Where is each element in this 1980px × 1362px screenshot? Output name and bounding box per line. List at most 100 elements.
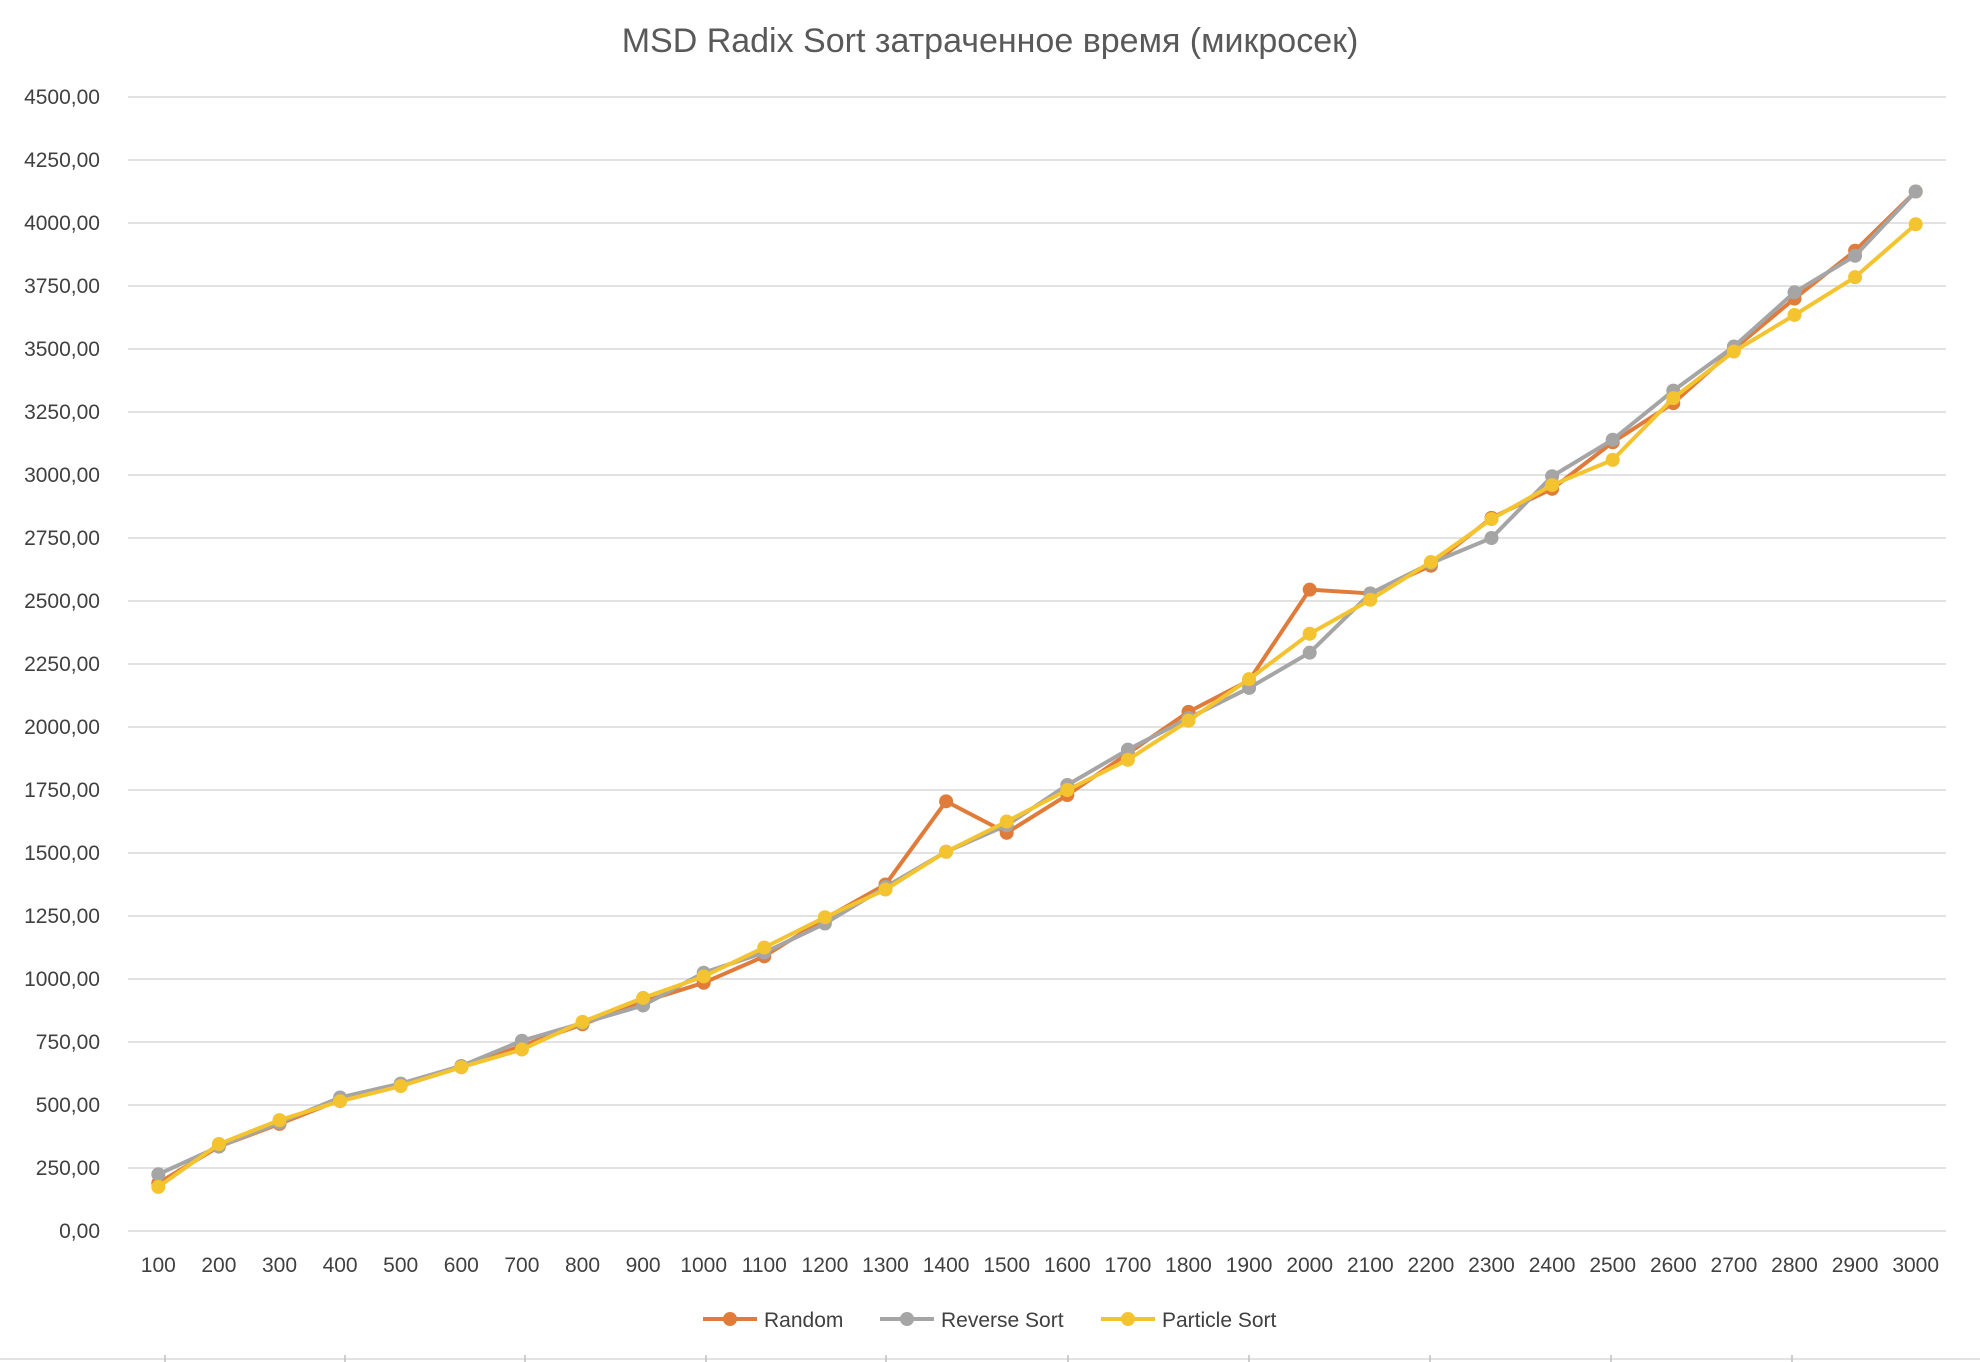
- series-0: [151, 184, 1923, 1191]
- series-1: [151, 184, 1923, 1182]
- legend-item: Reverse Sort: [880, 1309, 1064, 1332]
- data-point: [1545, 478, 1560, 493]
- series-lines: [151, 184, 1923, 1194]
- x-tick-label: 800: [565, 1254, 600, 1277]
- data-point: [1908, 184, 1923, 199]
- data-point: [1302, 582, 1317, 597]
- data-point: [333, 1094, 348, 1109]
- data-point: [1181, 713, 1196, 728]
- data-point: [757, 940, 772, 955]
- x-tick-label: 100: [141, 1254, 176, 1277]
- series-line: [156, 189, 1918, 1177]
- data-point: [1726, 344, 1741, 359]
- data-point: [1242, 672, 1257, 687]
- y-tick-label: 250,00: [36, 1157, 100, 1180]
- x-tick-label: 1400: [923, 1254, 970, 1277]
- x-tick-label: 1900: [1226, 1254, 1273, 1277]
- legend-marker: [1121, 1312, 1135, 1326]
- data-point: [1908, 217, 1923, 232]
- data-point: [1060, 783, 1075, 797]
- x-tick-label: 2300: [1468, 1254, 1515, 1277]
- x-tick-label: 1200: [802, 1254, 849, 1277]
- x-tick-label: 700: [504, 1254, 539, 1277]
- data-point: [1484, 531, 1499, 545]
- data-point: [272, 1113, 287, 1128]
- y-tick-label: 3250,00: [24, 401, 100, 424]
- x-tick-label: 1700: [1105, 1254, 1152, 1277]
- y-tick-label: 2750,00: [24, 527, 100, 550]
- legend-label: Reverse Sort: [941, 1309, 1064, 1332]
- x-tick-label: 1800: [1165, 1254, 1212, 1277]
- y-tick-label: 3500,00: [24, 338, 100, 361]
- data-point: [696, 969, 711, 984]
- x-axis-tick-labels: 100 200 300 400 500 600 700 800 900 1000 1100 1200 1…: [141, 1254, 1939, 1277]
- x-tick-label: 2600: [1650, 1254, 1697, 1277]
- x-tick-label: 1000: [680, 1254, 727, 1277]
- y-tick-label: 500,00: [36, 1094, 100, 1117]
- data-point: [1120, 752, 1135, 767]
- series-line: [156, 222, 1918, 1189]
- legend-item: Particle Sort: [1101, 1309, 1277, 1332]
- x-tick-label: 500: [383, 1254, 418, 1277]
- x-tick-label: 2900: [1832, 1254, 1879, 1277]
- x-tick-label: 2400: [1529, 1254, 1576, 1277]
- x-tick-label: 1600: [1044, 1254, 1091, 1277]
- y-axis-tick-labels: 0,00 250,00 500,00 750,00 1000,00 1250,00 1500…: [24, 86, 100, 1243]
- data-point: [817, 910, 832, 925]
- data-point: [1787, 285, 1802, 300]
- data-point: [1605, 432, 1620, 447]
- x-tick-label: 2000: [1286, 1254, 1333, 1277]
- legend-item: Random: [703, 1309, 843, 1332]
- x-tick-label: 2500: [1589, 1254, 1636, 1277]
- data-point: [878, 882, 893, 897]
- y-tick-label: 4500,00: [24, 86, 100, 109]
- data-point: [454, 1060, 469, 1075]
- y-tick-label: 1250,00: [24, 905, 100, 928]
- data-point: [939, 844, 954, 859]
- x-tick-label: 2200: [1408, 1254, 1455, 1277]
- y-tick-label: 4250,00: [24, 149, 100, 172]
- x-tick-label: 2800: [1771, 1254, 1818, 1277]
- x-tick-label: 900: [626, 1254, 661, 1277]
- data-point: [1848, 248, 1863, 263]
- y-tick-label: 3000,00: [24, 464, 100, 487]
- data-point: [1605, 452, 1620, 467]
- gridlines: [128, 96, 1946, 1232]
- bottom-axis-marks: [0, 1355, 1980, 1362]
- chart-title: MSD Radix Sort затраченное время (микрос…: [622, 22, 1359, 60]
- legend-label: Particle Sort: [1162, 1309, 1277, 1332]
- series-line: [156, 189, 1918, 1186]
- data-point: [1302, 626, 1317, 641]
- data-point: [575, 1014, 590, 1029]
- legend-marker: [723, 1312, 737, 1326]
- data-point: [151, 1167, 166, 1182]
- x-tick-label: 2100: [1347, 1254, 1394, 1277]
- data-point: [636, 990, 651, 1005]
- data-point: [151, 1179, 166, 1194]
- data-point: [1423, 554, 1438, 569]
- data-point: [1666, 391, 1681, 406]
- x-tick-label: 1300: [862, 1254, 909, 1277]
- legend-label: Random: [764, 1309, 843, 1332]
- x-tick-label: 1100: [742, 1254, 787, 1277]
- y-tick-label: 1500,00: [24, 842, 100, 865]
- data-point: [1848, 270, 1863, 285]
- data-point: [1120, 742, 1135, 757]
- y-tick-label: 750,00: [36, 1031, 100, 1054]
- data-point: [1302, 645, 1317, 660]
- x-tick-label: 1500: [983, 1254, 1030, 1277]
- legend-marker: [900, 1312, 914, 1326]
- y-tick-label: 2500,00: [24, 590, 100, 613]
- data-point: [1484, 512, 1499, 527]
- x-tick-label: 3000: [1892, 1254, 1939, 1277]
- data-point: [999, 814, 1014, 829]
- data-point: [211, 1137, 226, 1152]
- y-tick-label: 2250,00: [24, 653, 100, 676]
- y-tick-label: 2000,00: [24, 716, 100, 739]
- x-tick-label: 400: [323, 1254, 358, 1277]
- y-tick-label: 1750,00: [24, 779, 100, 802]
- data-point: [1787, 307, 1802, 322]
- x-tick-label: 300: [262, 1254, 297, 1277]
